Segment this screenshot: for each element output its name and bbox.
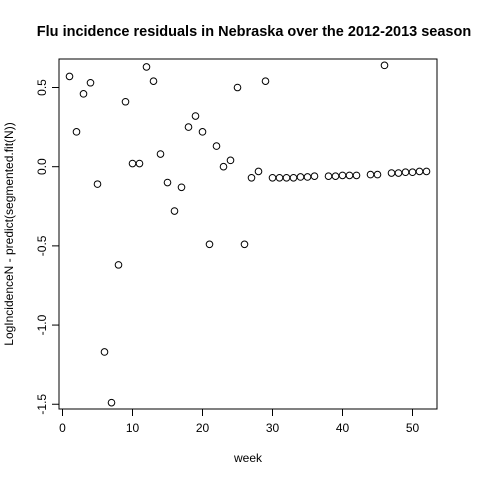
data-point <box>191 112 200 120</box>
data-point <box>380 61 389 70</box>
data-point <box>373 170 382 179</box>
data-point <box>352 171 361 180</box>
data-point <box>366 170 375 179</box>
data-point <box>303 173 312 181</box>
data-point <box>170 207 179 215</box>
y-tick-label: -0.5 <box>35 235 49 256</box>
data-point <box>142 63 151 71</box>
data-point <box>401 168 410 177</box>
data-point <box>121 97 130 106</box>
data-point <box>254 167 263 176</box>
y-axis-label: LogIncidenceN - predict(segmented.fit(N)… <box>2 122 16 345</box>
data-point <box>408 168 417 177</box>
x-tick-label: 20 <box>196 421 210 435</box>
data-point <box>114 261 123 269</box>
y-tick-label: -1.0 <box>35 314 49 335</box>
data-point <box>79 90 88 98</box>
data-point <box>275 173 284 182</box>
data-point <box>324 172 333 180</box>
data-point <box>107 398 116 407</box>
x-tick-label: 50 <box>406 421 420 435</box>
data-point <box>296 173 305 181</box>
y-axis: -1.5 -1.0 -0.5 0.0 0.5 <box>35 79 60 415</box>
data-point <box>282 173 291 182</box>
data-point <box>338 171 347 180</box>
y-tick-label: -1.5 <box>35 394 49 415</box>
y-tick-label: 0.5 <box>35 79 49 96</box>
data-point <box>268 173 277 182</box>
data-point <box>212 142 221 150</box>
data-point <box>233 83 242 92</box>
data-point <box>198 128 207 136</box>
data-point <box>128 159 137 168</box>
data-point <box>310 172 319 180</box>
data-point <box>226 156 235 165</box>
x-tick-label: 0 <box>59 421 66 435</box>
data-point <box>65 72 74 81</box>
data-point <box>345 171 354 180</box>
data-point <box>247 173 256 182</box>
data-point <box>394 169 403 177</box>
data-point <box>184 123 193 131</box>
plot-frame <box>58 58 438 410</box>
x-axis: 0 10 20 30 40 50 <box>59 408 420 435</box>
data-point <box>135 159 144 168</box>
data-point <box>100 348 109 356</box>
x-axis-label: week <box>233 451 263 465</box>
data-point <box>240 240 249 249</box>
y-tick-label: 0.0 <box>35 158 49 175</box>
x-tick-label: 10 <box>126 421 140 435</box>
data-point <box>205 240 214 249</box>
chart-title: Flu incidence residuals in Nebraska over… <box>37 24 471 40</box>
data-point <box>163 178 172 187</box>
data-point <box>261 77 270 85</box>
data-point <box>156 150 165 158</box>
data-points <box>65 61 431 407</box>
data-point <box>93 180 102 188</box>
x-tick-label: 30 <box>266 421 280 435</box>
data-point <box>415 167 424 176</box>
data-point <box>422 167 431 176</box>
data-point <box>72 128 81 136</box>
data-point <box>86 78 95 87</box>
data-point <box>289 173 298 182</box>
data-point <box>177 183 186 192</box>
data-point <box>331 172 340 180</box>
x-tick-label: 40 <box>336 421 350 435</box>
data-point <box>387 169 396 177</box>
data-point <box>219 162 228 171</box>
data-point <box>149 77 158 85</box>
